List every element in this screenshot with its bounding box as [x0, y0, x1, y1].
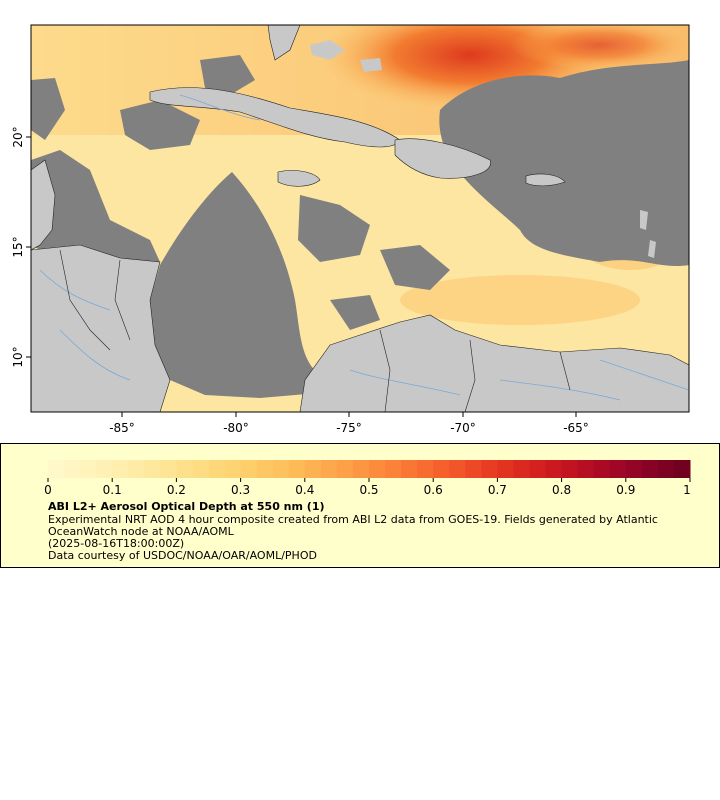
colorbar-cell: [128, 460, 145, 478]
colorbar-cell: [80, 460, 97, 478]
no-data-patch-5: [200, 55, 255, 95]
colorbar-cell: [272, 460, 290, 478]
lat-tick-label: 20°: [11, 126, 25, 147]
colorbar-cell: [481, 460, 498, 478]
no-data-patch-6: [330, 295, 380, 330]
border-lines: [59, 249, 571, 412]
lon-tick-label: -80°: [223, 421, 249, 435]
colorbar-cell: [288, 460, 306, 478]
land-puerto-rico: [525, 173, 566, 187]
colorbar-cell: [577, 460, 595, 478]
no-data-patch-1: [120, 100, 200, 150]
colorbar-cell: [385, 460, 402, 478]
no-data-patch-2: [298, 195, 370, 262]
land-central-america: [31, 244, 171, 412]
colorbar-cell: [304, 460, 322, 478]
plot-frame: [30, 24, 690, 413]
colorbar-cell: [401, 460, 418, 478]
land-yucatan: [31, 159, 56, 251]
colorbar-cell: [48, 460, 65, 478]
land-south-america: [299, 314, 689, 412]
river-network: [39, 94, 689, 401]
colorbar-cell: [433, 460, 450, 478]
land-jamaica: [277, 170, 321, 187]
land-bahamas: [310, 40, 382, 72]
lon-tick-label: -75°: [336, 421, 362, 435]
colorbar-tick-label: 0.3: [231, 483, 250, 497]
colorbar-cell: [673, 460, 691, 478]
no-data-cone: [150, 172, 330, 398]
colorbar-tick-label: 0.4: [295, 483, 314, 497]
land-hispaniola: [394, 138, 491, 179]
colorbar-cell: [449, 460, 466, 478]
colorbar-cell: [513, 460, 530, 478]
lat-tick-label: 15°: [11, 236, 25, 257]
colorbar-cell: [529, 460, 547, 478]
colorbar-cell: [497, 460, 514, 478]
y-axis: [26, 136, 31, 358]
colorbar-cell: [256, 460, 274, 478]
colorbar-cell: [240, 460, 258, 478]
colorbar-cell: [224, 460, 242, 478]
colorbar-cell: [320, 460, 338, 478]
colorbar-cell: [561, 460, 579, 478]
colorbar-cell: [465, 460, 482, 478]
colorbar-cell: [545, 460, 563, 478]
land-cuba: [149, 87, 401, 148]
colorbar-cell: [144, 460, 161, 478]
colorbar-ticks: [47, 478, 691, 482]
colorbar-cell: [192, 460, 209, 478]
colorbar-tick-label: 0.5: [359, 483, 378, 497]
colorbar-tick-label: 0.2: [167, 483, 186, 497]
aod-map: -85° -80° -75° -70° -65° 20° 15° 10°: [11, 24, 690, 435]
land-lesser-antilles: [640, 210, 656, 258]
colorbar-cell: [593, 460, 611, 478]
colorbar-cell: [64, 460, 81, 478]
colorbar-cell: [336, 460, 354, 478]
colorbar-cell: [352, 460, 370, 478]
colorbar-cells: [48, 460, 691, 478]
colorbar-cell: [369, 460, 386, 478]
colorbar-cell: [96, 460, 113, 478]
colorbar-cell: [609, 460, 627, 478]
legend-title: ABI L2+ Aerosol Optical Depth at 550 nm …: [48, 500, 325, 513]
legend-timestamp: (2025-08-16T18:00:00Z): [48, 537, 185, 550]
legend-panel: 0 0.1 0.2 0.3 0.4 0.5 0.6 0.7 0.8 0.9 1 …: [0, 443, 720, 568]
lat-tick-label: 10°: [11, 346, 25, 367]
lon-tick-label: -85°: [109, 421, 135, 435]
lon-tick-label: -70°: [450, 421, 476, 435]
colorbar-tick-label: 1: [683, 483, 691, 497]
no-data-patch-4: [31, 78, 65, 140]
dust-plume-secondary: [510, 25, 689, 70]
colorbar-cell: [625, 460, 643, 478]
land-florida: [267, 25, 301, 61]
dust-patch-south: [400, 275, 640, 325]
no-data-patch-3: [380, 245, 450, 290]
colorbar-tick-label: 0.1: [103, 483, 122, 497]
legend-credit: Data courtesy of USDOC/NOAA/OAR/AOML/PHO…: [48, 549, 317, 562]
colorbar-tick-label: 0.8: [552, 483, 571, 497]
colorbar: 0 0.1 0.2 0.3 0.4 0.5 0.6 0.7 0.8 0.9 1: [44, 460, 691, 497]
colorbar-tick-label: 0: [44, 483, 52, 497]
colorbar-cell: [641, 460, 659, 478]
colorbar-tick-label: 0.6: [424, 483, 443, 497]
no-data-northeast: [439, 60, 689, 267]
lon-tick-label: -65°: [563, 421, 589, 435]
map-frame: -85° -80° -75° -70° -65° 20° 15° 10°: [11, 24, 690, 435]
colorbar-tick-label: 0.9: [616, 483, 635, 497]
colorbar-cell: [417, 460, 434, 478]
colorbar-tick-label: 0.7: [488, 483, 507, 497]
colorbar-cell: [176, 460, 193, 478]
colorbar-cell: [160, 460, 177, 478]
colorbar-cell: [112, 460, 129, 478]
legend-description: Experimental NRT AOD 4 hour composite cr…: [48, 513, 658, 538]
colorbar-cell: [657, 460, 675, 478]
no-data-west: [31, 150, 160, 270]
colorbar-cell: [208, 460, 226, 478]
x-axis: [121, 412, 577, 417]
